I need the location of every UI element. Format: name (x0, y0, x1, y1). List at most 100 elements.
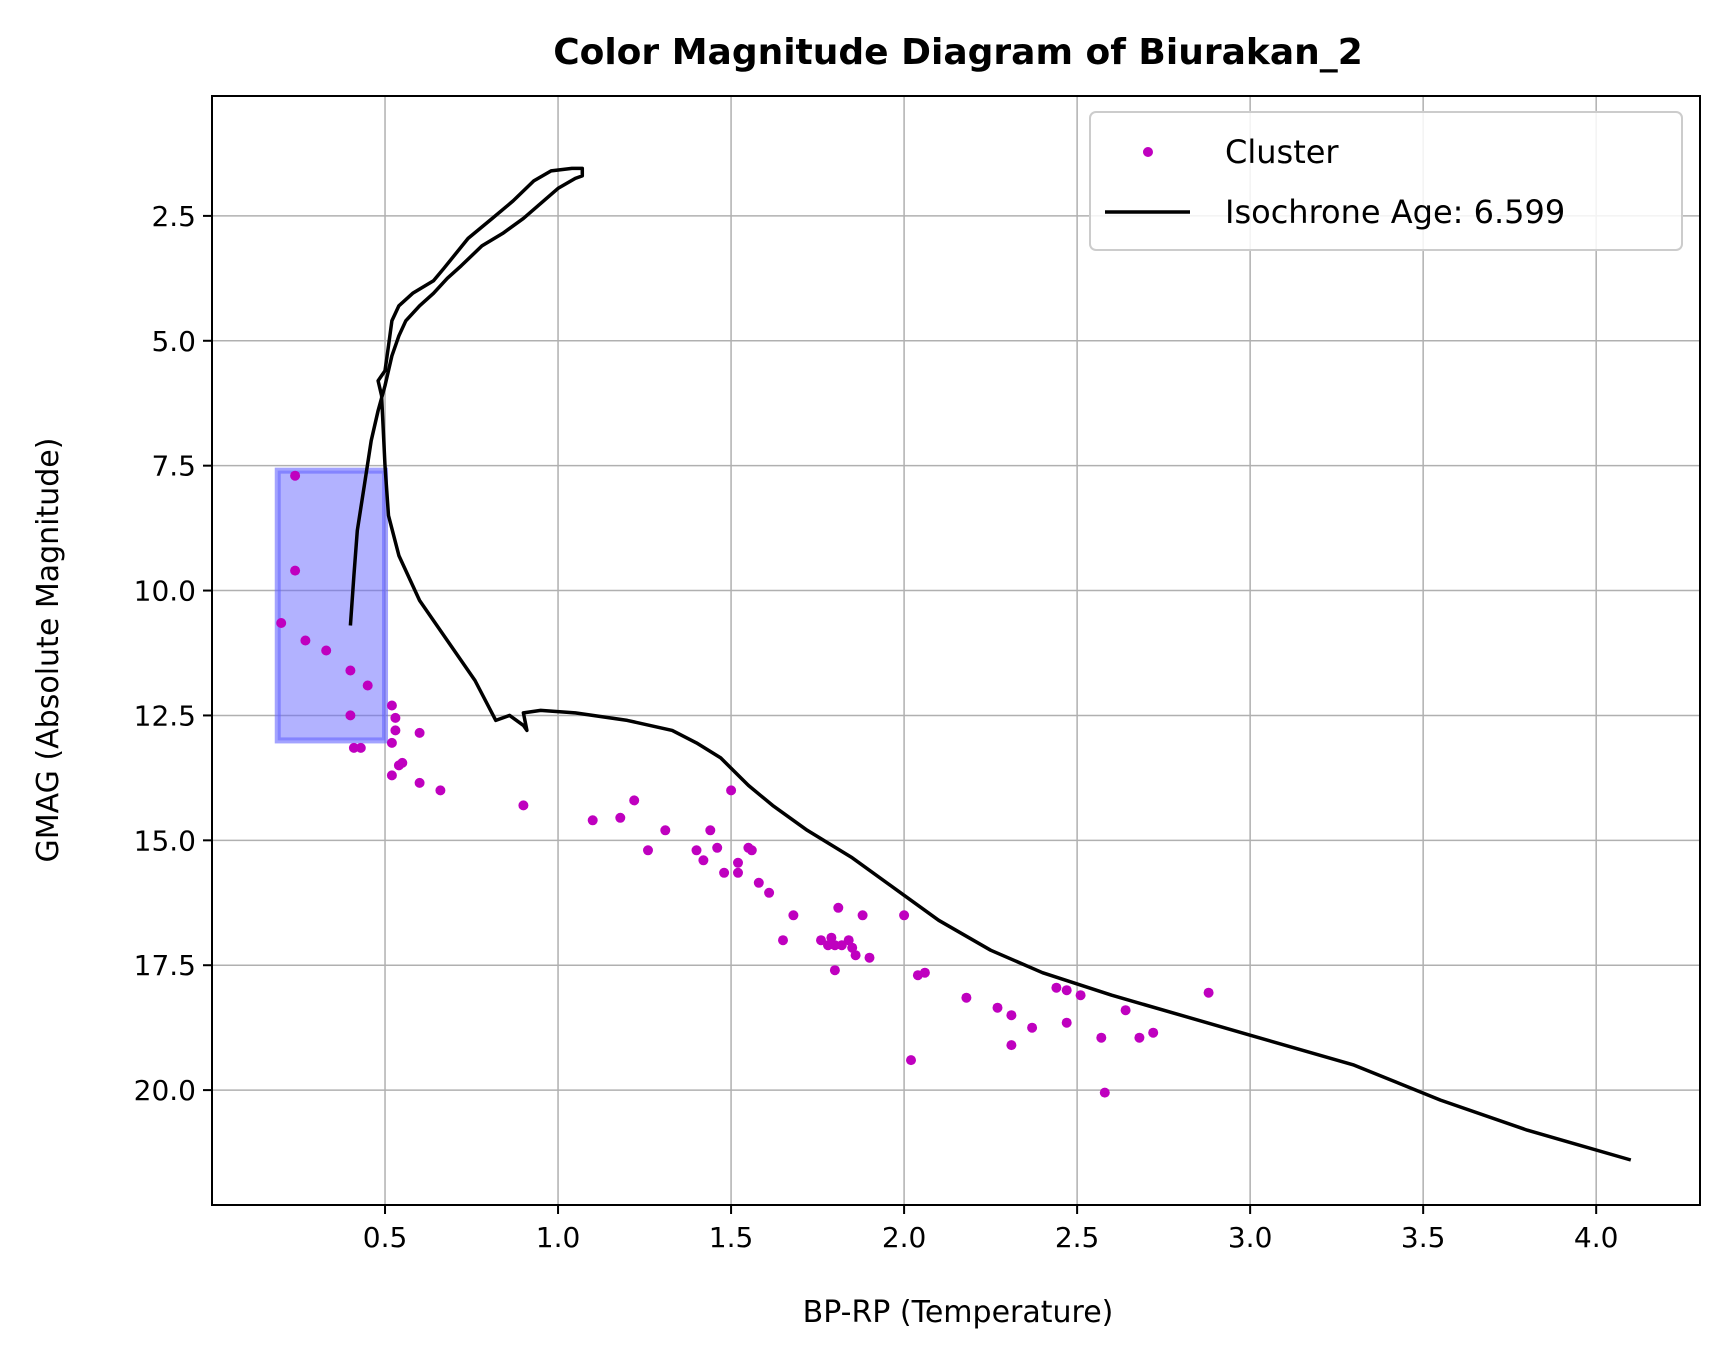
cluster-point (386, 770, 397, 781)
cluster-point (1061, 985, 1072, 996)
cluster-point (1099, 1087, 1110, 1098)
cluster-point (1027, 1022, 1038, 1033)
legend-isochrone-label: Isochrone Age: 6.599 (1225, 193, 1565, 231)
x-tick-label: 4.0 (1574, 1221, 1619, 1254)
cluster-point (833, 902, 844, 913)
cluster-point (1120, 1005, 1131, 1016)
x-tick-label: 2.0 (882, 1221, 927, 1254)
cluster-point (764, 887, 775, 898)
cluster-point (435, 785, 446, 796)
grid (212, 96, 1700, 1205)
y-tick-label: 10.0 (134, 575, 196, 608)
legend: Cluster Isochrone Age: 6.599 (1089, 111, 1683, 251)
cluster-point (850, 950, 861, 961)
cluster-point (733, 857, 743, 868)
cluster-point (362, 680, 373, 691)
cluster-point (1203, 987, 1214, 998)
cluster-point (355, 742, 366, 753)
x-tick-label: 3.0 (1228, 1221, 1273, 1254)
cluster-point (1051, 982, 1062, 993)
y-tick-label: 17.5 (134, 949, 196, 982)
cluster-points-layer (276, 470, 1214, 1098)
y-tick-label: 20.0 (134, 1074, 196, 1107)
cluster-point (746, 845, 757, 856)
cluster-point (321, 645, 332, 656)
cluster-point (518, 800, 529, 811)
cluster-point (691, 845, 702, 856)
cluster-point (899, 910, 910, 921)
y-tick-label: 7.5 (151, 450, 196, 483)
cluster-point (276, 618, 287, 628)
cluster-point (992, 1002, 1003, 1013)
cluster-point (1096, 1032, 1107, 1043)
cluster-point (816, 935, 826, 946)
y-tick-label: 12.5 (134, 699, 196, 732)
x-axis-ticks: 0.5 1.0 1.5 2.0 2.5 3.0 3.5 4.0 (363, 1205, 1619, 1254)
y-axis-ticks: 2.5 5.0 7.5 10.0 12.5 15.0 17.5 20.0 (134, 200, 212, 1107)
legend-cluster-label: Cluster (1225, 133, 1339, 171)
x-tick-label: 2.5 (1055, 1221, 1100, 1254)
plot-frame (211, 95, 1701, 1206)
cluster-point (829, 965, 840, 976)
cluster-point (290, 565, 301, 576)
isochrone-line (348, 166, 1632, 1162)
cluster-point (919, 967, 930, 978)
cluster-point (1006, 1040, 1017, 1051)
y-axis-label: GMAG (Absolute Magnitude) (31, 438, 66, 863)
highlight-box (274, 467, 389, 744)
cluster-point (1075, 990, 1086, 1001)
cluster-point (778, 935, 788, 946)
x-tick-label: 1.5 (709, 1221, 754, 1254)
cluster-point (348, 742, 359, 753)
cluster-point (1148, 1027, 1159, 1038)
cluster-point (587, 815, 598, 826)
cluster-point (857, 910, 868, 921)
cluster-point (698, 855, 709, 866)
highlight-box-layer (274, 467, 389, 744)
cluster-point (290, 470, 301, 481)
cluster-point (705, 825, 716, 836)
cluster-point (660, 825, 671, 836)
cluster-point (1006, 1010, 1017, 1021)
cluster-point (345, 710, 356, 721)
cluster-point (906, 1055, 916, 1066)
cluster-point (1061, 1017, 1072, 1028)
cluster-point (864, 952, 875, 963)
cluster-point (643, 845, 653, 856)
cluster-point (390, 712, 401, 723)
cluster-point (829, 940, 840, 951)
cluster-point (961, 992, 972, 1003)
cluster-point (712, 842, 723, 853)
y-tick-label: 5.0 (151, 325, 196, 358)
cluster-point (823, 940, 833, 951)
cluster-point (414, 727, 425, 738)
x-tick-label: 3.5 (1401, 1221, 1446, 1254)
cluster-point (300, 635, 311, 646)
legend-box (1089, 111, 1683, 251)
cluster-point (843, 935, 854, 946)
legend-cluster-marker (1143, 147, 1153, 157)
cluster-point (414, 777, 425, 788)
isochrone-layer (348, 166, 1632, 1162)
y-tick-label: 2.5 (151, 200, 196, 233)
cluster-point (615, 812, 626, 823)
cluster-point (1134, 1032, 1145, 1043)
cluster-point (733, 867, 743, 878)
cluster-point (826, 932, 837, 943)
cluster-point (345, 665, 356, 676)
chart-title: Color Magnitude Diagram of Biurakan_2 (553, 32, 1363, 73)
cluster-point (788, 910, 799, 921)
cluster-point (386, 700, 397, 711)
cluster-point (719, 867, 730, 878)
cluster-point (629, 795, 640, 806)
cluster-point (836, 940, 847, 951)
cluster-point (397, 757, 408, 768)
cluster-point (847, 942, 858, 953)
x-tick-label: 0.5 (363, 1221, 408, 1254)
cluster-point (390, 725, 401, 736)
cluster-point (753, 877, 764, 888)
cluster-point (726, 785, 737, 796)
x-axis-label: BP-RP (Temperature) (803, 1295, 1114, 1330)
cluster-point (386, 737, 397, 748)
